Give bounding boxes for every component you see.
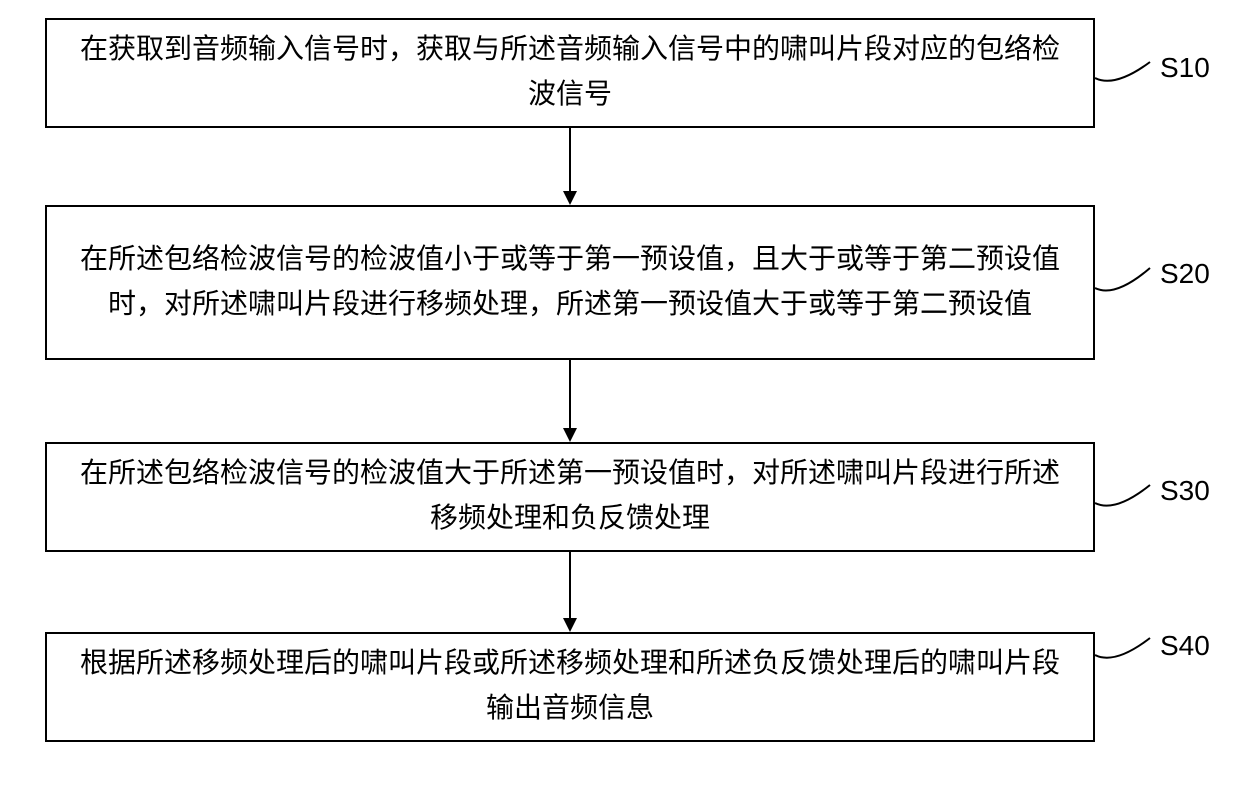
step-s20-text: 在所述包络检波信号的检波值小于或等于第一预设值，且大于或等于第二预设值时，对所述… <box>67 238 1073 328</box>
arrow-s20-s30 <box>560 360 580 443</box>
step-s30-label: S30 <box>1160 475 1210 507</box>
step-s40-text: 根据所述移频处理后的啸叫片段或所述移频处理和所述负反馈处理后的啸叫片段输出音频信… <box>67 642 1073 732</box>
connector-s40 <box>1095 628 1160 668</box>
flowchart-step-s30: 在所述包络检波信号的检波值大于所述第一预设值时，对所述啸叫片段进行所述移频处理和… <box>45 442 1095 552</box>
arrow-s10-s20 <box>560 128 580 206</box>
step-s10-text: 在获取到音频输入信号时，获取与所述音频输入信号中的啸叫片段对应的包络检波信号 <box>67 28 1073 118</box>
connector-s30 <box>1095 474 1160 514</box>
connector-s20 <box>1095 256 1160 296</box>
flowchart-step-s10: 在获取到音频输入信号时，获取与所述音频输入信号中的啸叫片段对应的包络检波信号 <box>45 18 1095 128</box>
step-s20-label: S20 <box>1160 258 1210 290</box>
step-s30-text: 在所述包络检波信号的检波值大于所述第一预设值时，对所述啸叫片段进行所述移频处理和… <box>67 452 1073 542</box>
arrow-s30-s40 <box>560 552 580 633</box>
flowchart-step-s40: 根据所述移频处理后的啸叫片段或所述移频处理和所述负反馈处理后的啸叫片段输出音频信… <box>45 632 1095 742</box>
step-s10-label: S10 <box>1160 52 1210 84</box>
step-s40-label: S40 <box>1160 630 1210 662</box>
flowchart-step-s20: 在所述包络检波信号的检波值小于或等于第一预设值，且大于或等于第二预设值时，对所述… <box>45 205 1095 360</box>
connector-s10 <box>1095 50 1160 90</box>
flowchart-container: 在获取到音频输入信号时，获取与所述音频输入信号中的啸叫片段对应的包络检波信号 S… <box>0 0 1240 806</box>
